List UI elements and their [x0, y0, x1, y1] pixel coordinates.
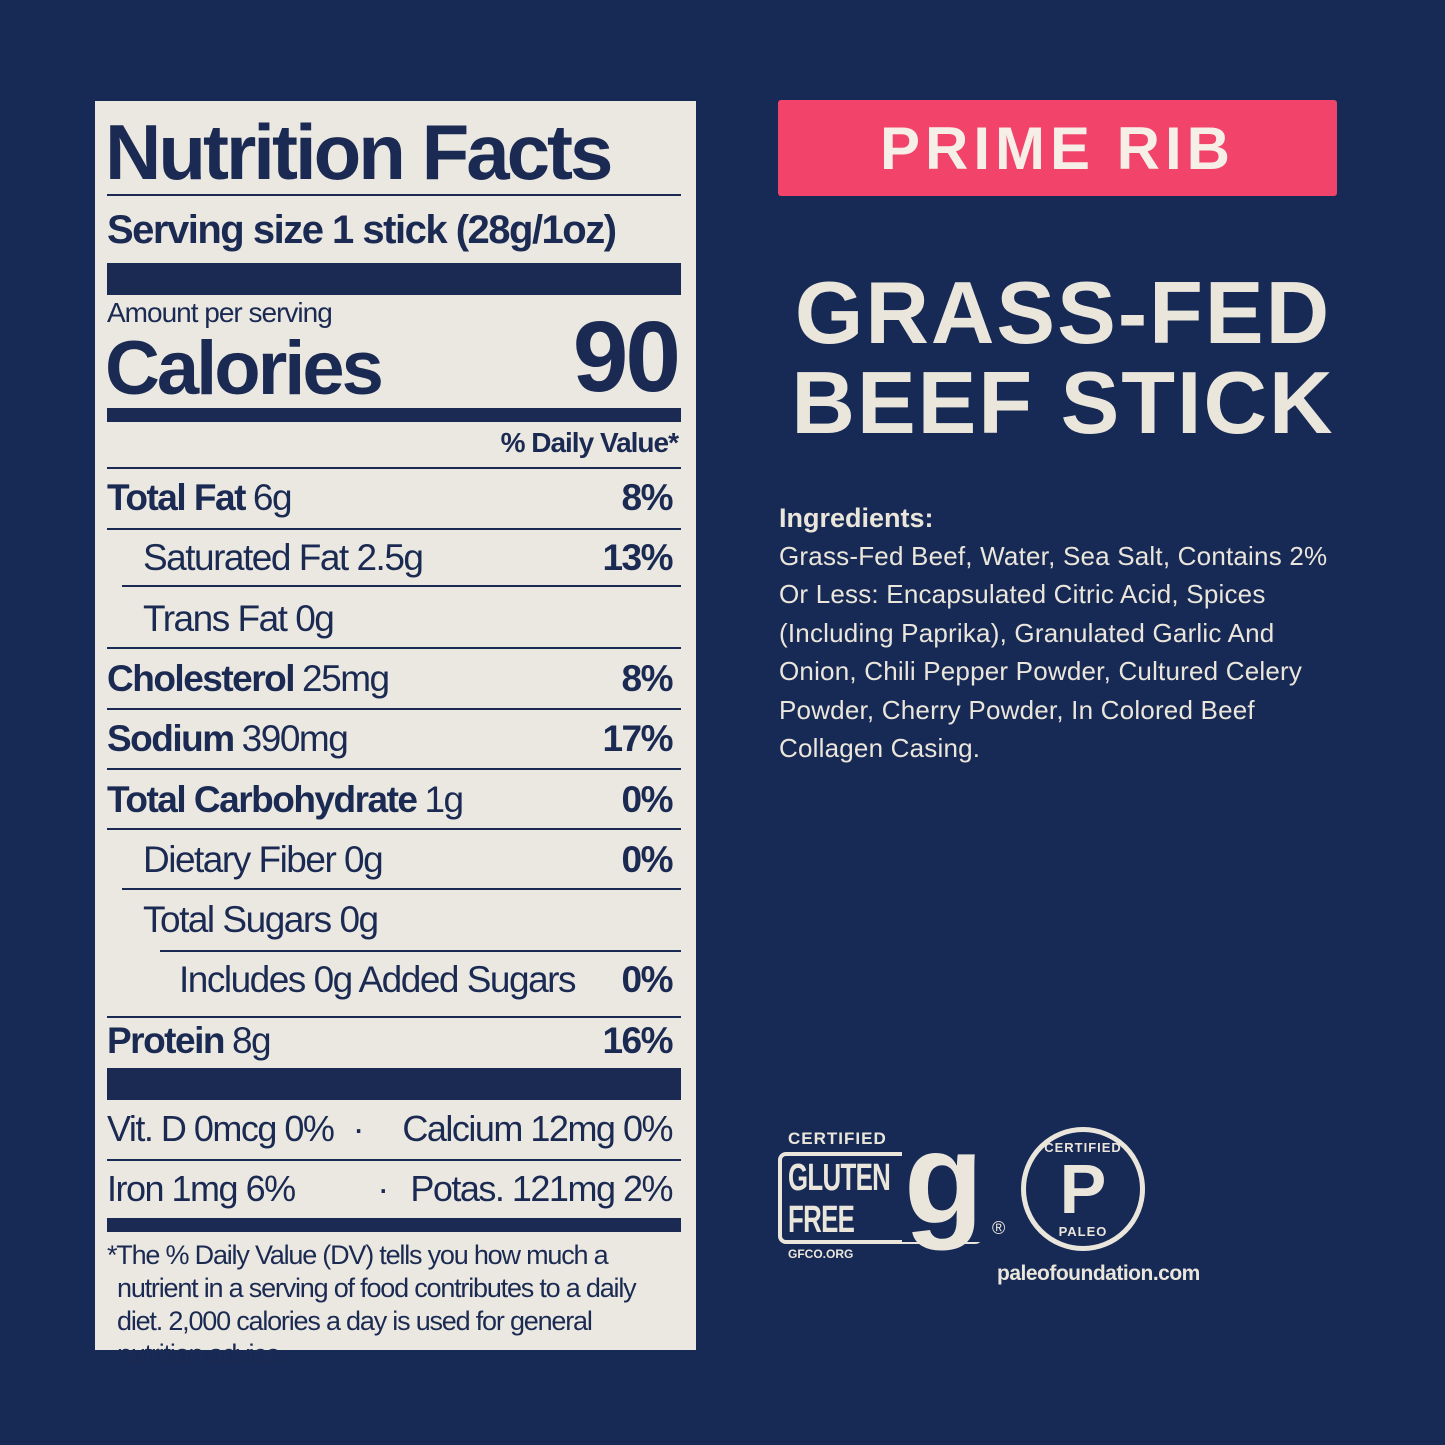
nutrient-name: Total Sugars 0g: [107, 899, 379, 941]
paleo-p-icon: P: [1059, 1150, 1107, 1228]
thick-divider: [107, 1068, 681, 1100]
daily-value-header: % Daily Value*: [500, 427, 679, 458]
nutrition-title: Nutrition Facts: [105, 108, 613, 196]
separator-dot: ·: [377, 1168, 389, 1209]
paleo-badge: CERTIFIED P PALEO: [1021, 1127, 1145, 1251]
nutrient-amount: 390mg: [241, 718, 349, 760]
gluten-free-badge: CERTIFIED GLUTEN FREE g ® GFCO.ORG: [778, 1113, 1005, 1262]
nutrient-daily-value: 8%: [621, 657, 674, 699]
divider: [160, 950, 681, 952]
nutrient-name: Saturated Fat 2.5g: [107, 537, 424, 579]
separator-dot: ·: [352, 1108, 365, 1149]
nutrition-facts-panel: Nutrition Facts Serving size 1 stick (28…: [95, 101, 696, 1369]
nutrient-label: Dietary Fiber 0g: [143, 838, 384, 880]
gf-certified-text: CERTIFIED: [788, 1129, 887, 1148]
footnote: *The % Daily Value (DV) tells you how mu…: [107, 1240, 637, 1369]
nutrient-row: Total Sugars 0g: [107, 890, 672, 950]
nutrient-daily-value: 0%: [621, 959, 674, 1001]
calories-label: Calories: [105, 326, 384, 411]
nutrient-row: Trans Fat 0g: [107, 589, 672, 649]
divider: [107, 647, 681, 649]
divider: [107, 1159, 681, 1161]
nutrient-row: Total Fat 6g 8%: [107, 468, 674, 528]
paleo-text: PALEO: [1058, 1224, 1108, 1239]
flavor-name: PRIME RIB: [879, 114, 1236, 182]
nutrient-row: Cholesterol 25mg 8%: [107, 649, 674, 709]
paleo-url: paleofoundation.com: [997, 1262, 1200, 1285]
nutrient-row: Includes 0g Added Sugars 0%: [107, 950, 674, 1010]
gf-g-logo-icon: g: [902, 1105, 986, 1251]
nutrient-name: Dietary Fiber 0g: [107, 838, 384, 881]
nutrient-name: Includes 0g Added Sugars: [107, 959, 577, 1001]
registered-mark: ®: [992, 1218, 1006, 1238]
gf-free-text: FREE: [788, 1199, 855, 1241]
divider: [107, 768, 681, 770]
nutrient-row: Protein 8g 16%: [107, 1011, 673, 1071]
vitamin-row: Vit. D 0mcg 0% · Calcium 12mg 0%: [107, 1099, 673, 1159]
thick-divider: [107, 263, 681, 295]
nutrient-daily-value: 0%: [621, 778, 674, 820]
nutrient-name: Trans Fat 0g: [107, 597, 335, 640]
calcium: Calcium 12mg 0%: [402, 1108, 673, 1149]
nutrient-amount: 8g: [231, 1019, 272, 1061]
vitamin-row: Iron 1mg 6% · Potas. 121mg 2%: [107, 1159, 673, 1219]
divider: [107, 828, 681, 830]
nutrient-name: Total Fat 6g: [107, 477, 293, 519]
medium-divider: [107, 408, 681, 422]
nutrient-daily-value: 17%: [602, 718, 673, 760]
nutrient-name: Cholesterol 25mg: [107, 657, 390, 700]
divider: [122, 585, 681, 587]
nutrient-row: Saturated Fat 2.5g 13%: [107, 528, 673, 588]
nutrient-label: Saturated Fat 2.5g: [143, 537, 424, 579]
nutrient-daily-value: 13%: [602, 537, 673, 579]
nutrient-label: Total Carbohydrate: [107, 778, 418, 820]
nutrient-name: Protein 8g: [107, 1019, 272, 1062]
divider: [107, 528, 681, 530]
nutrient-label: Protein: [107, 1019, 225, 1061]
serving-size: Serving size 1 stick (28g/1oz): [107, 208, 617, 252]
nutrient-amount: 6g: [252, 477, 293, 518]
nutrient-row: Sodium 390mg 17%: [107, 709, 673, 769]
product-title: GRASS-FED BEEF STICK: [778, 268, 1348, 448]
nutrient-name: Sodium 390mg: [107, 718, 349, 760]
divider: [107, 467, 681, 469]
nutrient-daily-value: 16%: [602, 1019, 673, 1061]
nutrient-label: Total Fat: [107, 477, 246, 518]
nutrient-daily-value: 0%: [621, 838, 674, 880]
vitamin-d: Vit. D 0mcg 0%: [107, 1108, 335, 1149]
product-title-line2: BEEF STICK: [791, 353, 1335, 452]
gf-url: GFCO.ORG: [788, 1247, 854, 1261]
ingredients-label: Ingredients:: [779, 503, 934, 533]
divider: [107, 1016, 681, 1018]
medium-divider: [107, 1218, 681, 1232]
gf-gluten-text: GLUTEN: [788, 1157, 891, 1199]
nutrient-label: Trans Fat 0g: [143, 597, 335, 639]
nutrient-row: Total Carbohydrate 1g 0%: [107, 770, 674, 830]
flavor-banner: PRIME RIB: [778, 100, 1337, 196]
nutrient-daily-value: 8%: [621, 477, 674, 518]
product-title-line1: GRASS-FED: [794, 263, 1332, 362]
nutrient-label: Sodium: [107, 718, 235, 760]
nutrient-label: Total Sugars 0g: [143, 899, 379, 941]
nutrient-label: Cholesterol: [107, 657, 296, 699]
ingredients-text: Grass-Fed Beef, Water, Sea Salt, Contain…: [779, 541, 1328, 764]
potassium: Potas. 121mg 2%: [410, 1168, 673, 1209]
nutrient-name: Total Carbohydrate 1g: [107, 778, 464, 821]
divider: [107, 194, 681, 196]
calories-value: 90: [572, 301, 681, 413]
nutrient-amount: 1g: [424, 778, 464, 820]
nutrient-amount: 25mg: [302, 657, 390, 699]
amount-per-serving: Amount per serving: [107, 297, 333, 328]
paleo-certified-text: CERTIFIED: [1044, 1140, 1122, 1155]
nutrient-row: Dietary Fiber 0g 0%: [107, 830, 674, 890]
iron: Iron 1mg 6%: [107, 1168, 296, 1209]
divider: [107, 708, 681, 710]
nutrient-label: Includes 0g Added Sugars: [179, 959, 577, 1001]
divider: [122, 888, 681, 890]
